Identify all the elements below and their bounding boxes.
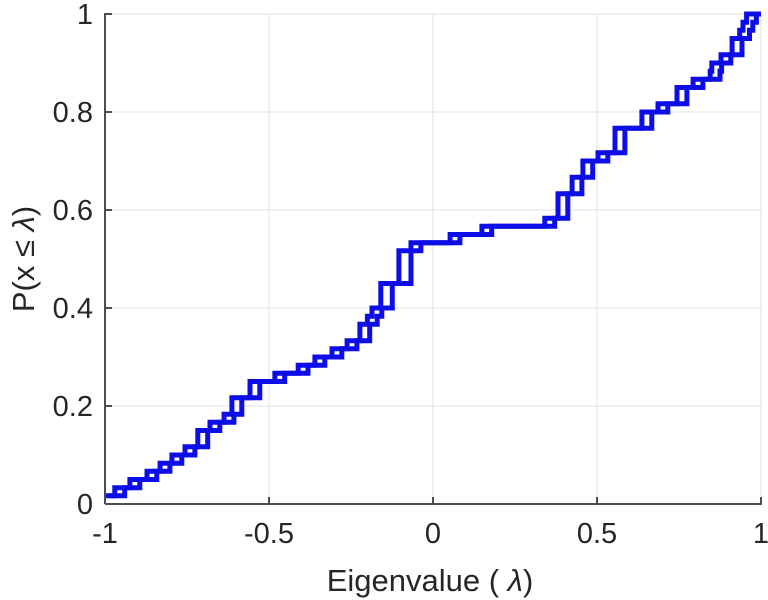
x-tick-label: -1 [92, 518, 118, 550]
y-tick-label: 0.4 [53, 293, 93, 325]
x-tick-label: -0.5 [244, 518, 294, 550]
x-tick-label: 0.5 [577, 518, 617, 550]
x-axis-label-suffix: ) [523, 563, 533, 598]
y-tick-label: 1 [77, 0, 93, 31]
tick-labels: -1 -0.5 0 0.5 1 0 0.2 0.4 0.6 0.8 1 [53, 0, 768, 550]
ecdf-series-2-line [108, 11, 761, 499]
y-tick-label: 0 [77, 489, 93, 521]
x-axis-label: Eigenvalue ( λ) [327, 563, 534, 598]
x-axis-label-text: Eigenvalue ( [327, 563, 508, 598]
x-tick-label: 0 [425, 518, 441, 550]
y-axis-label-suffix: ) [6, 206, 41, 216]
x-tick-label: 1 [753, 518, 768, 550]
y-axis-label-text: P(x ≤ [6, 231, 41, 312]
y-tick-label: 0.6 [53, 195, 93, 227]
y-tick-label: 0.2 [53, 391, 93, 423]
y-axis-label: P(x ≤ λ) [6, 206, 41, 312]
lambda-symbol: λ [6, 216, 41, 233]
y-tick-label: 0.8 [53, 97, 93, 129]
lambda-symbol: λ [506, 563, 523, 598]
series-lines [105, 11, 761, 499]
tick-marks [104, 13, 762, 505]
